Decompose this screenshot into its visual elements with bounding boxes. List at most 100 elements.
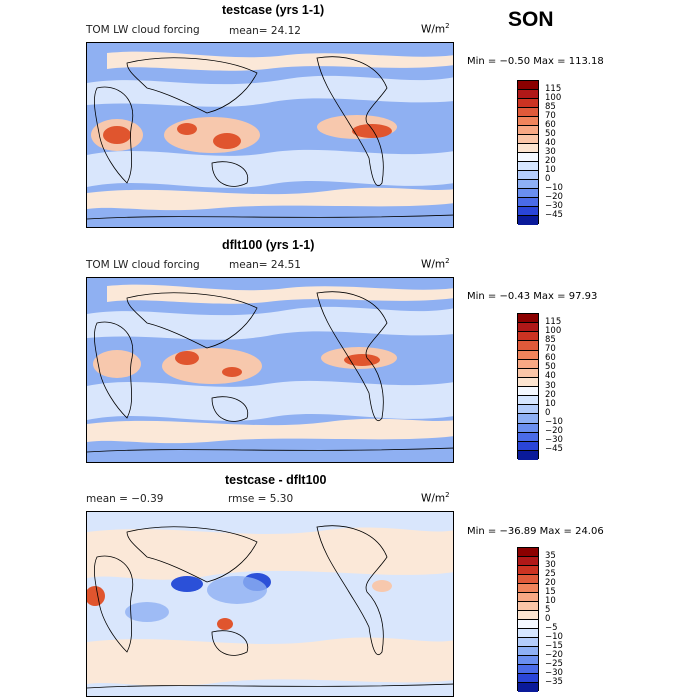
colorbar-swatch [518, 405, 538, 415]
colorbar-swatch [518, 135, 538, 144]
panel-3-colorbar [517, 547, 539, 692]
coast-americas [316, 56, 388, 186]
map-warm-maritime [164, 117, 260, 153]
colorbar-tick-label: 50 [545, 128, 556, 139]
colorbar-tick-label: −20 [545, 649, 563, 660]
colorbar-swatch [518, 332, 538, 342]
colorbar-tick-label: −45 [545, 209, 563, 220]
colorbar-tick-label: 85 [545, 101, 556, 112]
coast-antarctica [87, 447, 453, 453]
colorbar-tick-label: −30 [545, 667, 563, 678]
colorbar-swatch [518, 207, 538, 216]
colorbar-swatch [518, 423, 538, 433]
colorbar-tick-label: 40 [545, 137, 556, 148]
colorbar-tick-label: 100 [545, 92, 562, 103]
colorbar-swatch [518, 611, 538, 620]
colorbar-swatch [518, 674, 538, 683]
colorbar-swatch [518, 162, 538, 171]
map-cream-band [87, 187, 453, 211]
map-negative-indian [171, 576, 203, 592]
colorbar-swatch [518, 153, 538, 162]
colorbar-tick-label: −5 [545, 622, 558, 633]
panel-2-map [86, 277, 454, 463]
map-pale-band [87, 149, 453, 188]
panel-3-mean: mean = −0.39 [86, 493, 164, 505]
colorbar-swatch [518, 198, 538, 207]
colorbar-swatch [518, 396, 538, 406]
colorbar-swatch [518, 90, 538, 99]
colorbar-swatch [518, 377, 538, 387]
colorbar-tick-label: 10 [545, 595, 556, 606]
map-cream-band-north [107, 284, 453, 304]
colorbar-tick-label: −30 [545, 200, 563, 211]
colorbar-swatch [518, 108, 538, 117]
coast-antarctica [87, 683, 453, 689]
colorbar-swatch [518, 341, 538, 351]
colorbar-swatch [518, 441, 538, 451]
colorbar-tick-label: 60 [545, 119, 556, 130]
colorbar-swatch [518, 432, 538, 442]
colorbar-tick-label: −45 [545, 444, 563, 455]
colorbar-tick-label: 30 [545, 559, 556, 570]
coast-americas [316, 525, 388, 655]
colorbar-swatch [518, 323, 538, 333]
map-positive-atlantic [87, 586, 105, 606]
panel-1-minmax: Min = −0.50 Max = 113.18 [467, 56, 604, 67]
coast-americas [316, 291, 388, 421]
panel-1-units: W/m2 [421, 22, 450, 36]
colorbar-swatch [518, 216, 538, 225]
colorbar-swatch [518, 144, 538, 153]
map-hot-africa [103, 126, 131, 144]
map-cream-band-south [87, 637, 453, 686]
colorbar-swatch [518, 557, 538, 566]
colorbar-swatch [518, 548, 538, 557]
colorbar-tick-label: −20 [545, 426, 563, 437]
colorbar-tick-label: 20 [545, 155, 556, 166]
colorbar-tick-label: 115 [545, 316, 562, 327]
panel-3-minmax: Min = −36.89 Max = 24.06 [467, 526, 604, 537]
colorbar-swatch [518, 584, 538, 593]
colorbar-tick-label: 15 [545, 586, 556, 597]
colorbar-swatch [518, 189, 538, 198]
colorbar-swatch [518, 575, 538, 584]
panel-1-colorbar [517, 80, 539, 225]
colorbar-tick-label: 100 [545, 325, 562, 336]
colorbar-tick-label: 30 [545, 380, 556, 391]
colorbar-tick-label: 0 [545, 173, 551, 184]
colorbar-tick-label: 30 [545, 146, 556, 157]
map-blue-pacific [207, 576, 267, 604]
map-positive-maritime [217, 618, 233, 630]
colorbar-tick-label: 70 [545, 110, 556, 121]
colorbar-swatch [518, 126, 538, 135]
colorbar-tick-label: 40 [545, 371, 556, 382]
panel-2-mean: mean= 24.51 [229, 259, 301, 271]
colorbar-tick-label: 20 [545, 577, 556, 588]
map-hot-indian [175, 351, 199, 365]
coast-africa [93, 555, 134, 653]
map-hot-amazon [344, 354, 380, 366]
colorbar-swatch [518, 359, 538, 369]
colorbar-tick-label: −30 [545, 435, 563, 446]
colorbar-swatch [518, 647, 538, 656]
map-warm-africa [93, 350, 141, 378]
colorbar-swatch [518, 602, 538, 611]
panel-2-map-svg [87, 278, 453, 462]
coast-africa [93, 86, 134, 184]
colorbar-swatch [518, 180, 538, 189]
map-pale-band-north [87, 306, 453, 340]
colorbar-swatch [518, 683, 538, 692]
coast-antarctica [87, 214, 453, 220]
panel-1-map-svg [87, 43, 453, 227]
panel-2-units: W/m2 [421, 257, 450, 271]
panel-1-map [86, 42, 454, 228]
colorbar-swatch [518, 350, 538, 360]
panel-2-colorbar [517, 313, 539, 460]
coast-eurasia [126, 526, 258, 583]
colorbar-tick-label: 5 [545, 604, 551, 615]
colorbar-tick-label: 50 [545, 362, 556, 373]
map-cream-band-north [87, 527, 453, 580]
colorbar-tick-label: −10 [545, 631, 563, 642]
colorbar-swatch [518, 665, 538, 674]
panel-3-title: testcase - dflt100 [225, 473, 327, 487]
map-warm-maritime [162, 348, 262, 384]
